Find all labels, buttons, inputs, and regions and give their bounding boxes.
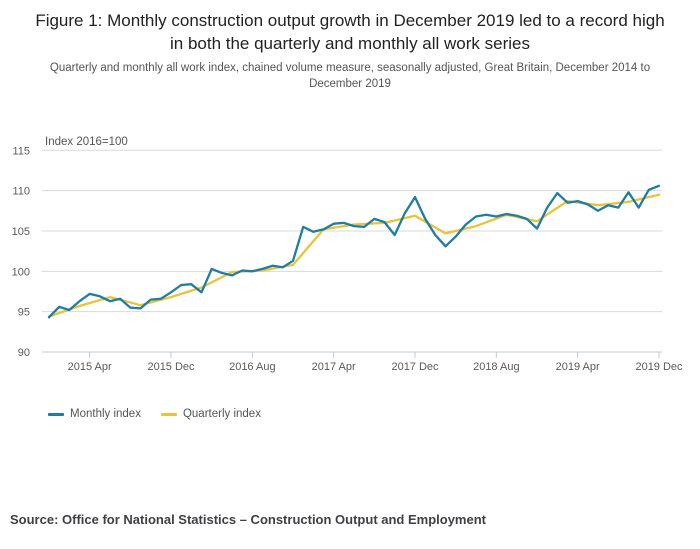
chart-legend: Monthly index Quarterly index <box>48 408 261 420</box>
x-tick-label: 2017 Dec <box>391 361 439 373</box>
legend-item-quarterly: Quarterly index <box>160 408 261 420</box>
figure-subtitle: Quarterly and monthly all work index, ch… <box>49 62 651 91</box>
quarterly-index-line <box>47 193 661 318</box>
monthly-index-line <box>47 184 661 319</box>
x-tick-label: 2015 Apr <box>68 361 112 373</box>
monthly-line-swatch <box>48 412 64 416</box>
x-tick-label: 2019 Dec <box>635 361 683 373</box>
y-tick-label: 95 <box>18 307 30 319</box>
x-tick-label: 2017 Apr <box>312 361 356 373</box>
figure-title: Figure 1: Monthly construction output gr… <box>35 11 665 53</box>
x-tick-label: 2019 Apr <box>556 361 600 373</box>
y-tick-label: 105 <box>12 226 30 238</box>
legend-label-monthly: Monthly index <box>70 408 141 420</box>
x-tick-label: 2018 Aug <box>473 361 520 373</box>
y-tick-label: 110 <box>12 186 30 198</box>
y-axis-unit-note: Index 2016=100 <box>45 136 128 148</box>
x-tick-label: 2016 Aug <box>229 361 276 373</box>
x-tick-label: 2015 Dec <box>147 361 195 373</box>
legend-item-monthly: Monthly index <box>48 408 141 420</box>
y-tick-label: 115 <box>12 145 30 157</box>
legend-label-quarterly: Quarterly index <box>182 408 261 420</box>
quarterly-line-swatch <box>160 412 177 416</box>
y-tick-label: 90 <box>18 347 30 359</box>
y-tick-label: 100 <box>12 266 30 278</box>
line-chart-canvas: 90 95 100 105 110 115 2015 Apr 2015 Dec 2016 Aug… <box>12 145 683 373</box>
source-attribution: Source: Office for National Statistics –… <box>10 512 486 527</box>
